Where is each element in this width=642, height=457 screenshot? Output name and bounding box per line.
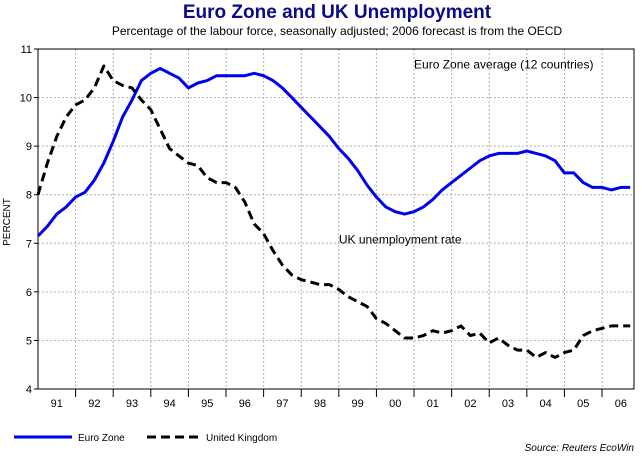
chart-subtitle: Percentage of the labour force, seasonal… bbox=[112, 24, 563, 38]
x-tick-label: 05 bbox=[577, 398, 589, 410]
x-axis: 91 92 93 94 95 96 97 98 99 00 01 02 03 04 05 06 bbox=[51, 389, 627, 410]
y-axis: 4 5 6 7 8 9 10 11 bbox=[20, 44, 38, 396]
grid-lines bbox=[38, 49, 634, 389]
series-line-euro-zone bbox=[36, 66, 631, 238]
x-tick-label: 99 bbox=[351, 398, 363, 410]
legend-label-euro-zone: Euro Zone bbox=[78, 433, 125, 444]
x-tick-label: 95 bbox=[201, 398, 213, 410]
series-line-united-kingdom bbox=[36, 64, 631, 359]
y-tick-label: 10 bbox=[20, 93, 32, 105]
x-tick-label: 98 bbox=[314, 398, 326, 410]
y-tick-label: 8 bbox=[26, 190, 32, 202]
x-tick-label: 96 bbox=[239, 398, 251, 410]
annotation-uk: UK unemployment rate bbox=[339, 232, 462, 246]
x-tick-label: 97 bbox=[276, 398, 288, 410]
y-axis-label: PERCENT bbox=[2, 198, 13, 246]
plot-frame bbox=[37, 48, 635, 390]
chart-title: Euro Zone and UK Unemployment bbox=[183, 2, 492, 23]
x-tick-label: 00 bbox=[389, 398, 401, 410]
y-tick-label: 9 bbox=[26, 141, 32, 153]
x-tick-label: 02 bbox=[464, 398, 476, 410]
y-tick-label: 4 bbox=[26, 384, 32, 396]
y-tick-label: 7 bbox=[26, 238, 32, 250]
y-tick-label: 5 bbox=[26, 335, 32, 347]
y-tick-label: 11 bbox=[21, 44, 32, 56]
x-tick-label: 91 bbox=[51, 398, 63, 410]
legend-label-united-kingdom: United Kingdom bbox=[206, 433, 277, 444]
x-tick-label: 93 bbox=[126, 398, 138, 410]
x-tick-label: 04 bbox=[540, 398, 552, 410]
y-tick-label: 6 bbox=[26, 287, 32, 299]
x-tick-label: 03 bbox=[502, 398, 514, 410]
x-tick-label: 94 bbox=[163, 398, 175, 410]
x-tick-label: 01 bbox=[427, 398, 439, 410]
annotation-euro-zone: Euro Zone average (12 countries) bbox=[414, 57, 593, 71]
x-tick-label: 92 bbox=[88, 398, 100, 410]
series-lines bbox=[36, 64, 631, 359]
legend: Euro Zone United Kingdom bbox=[14, 433, 277, 444]
source-note: Source: Reuters EcoWin bbox=[525, 443, 635, 454]
x-tick-label: 06 bbox=[615, 398, 627, 410]
